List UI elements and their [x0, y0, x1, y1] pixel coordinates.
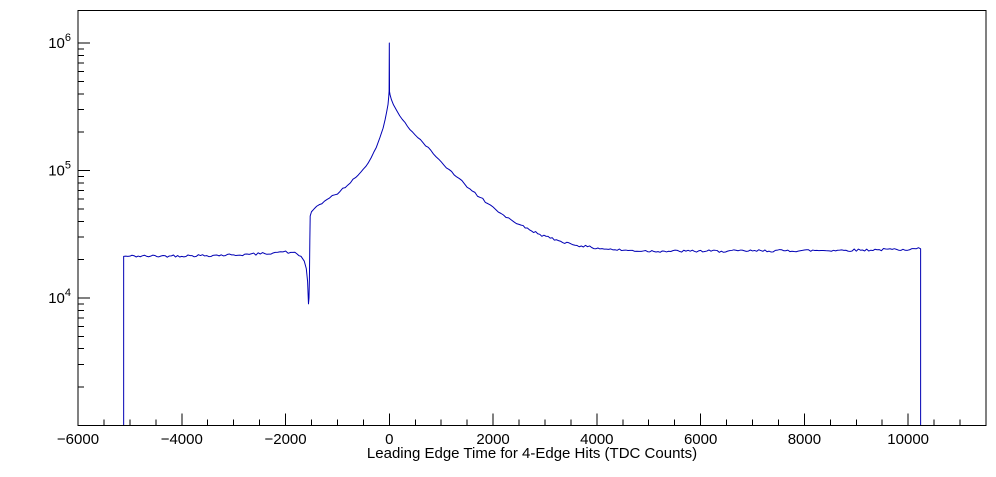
plot-frame: [77, 10, 987, 426]
x-tick-label: 6000: [684, 431, 717, 448]
y-tick-label: 105: [48, 160, 71, 180]
x-tick-label: 2000: [476, 431, 509, 448]
x-tick-label: 4000: [580, 431, 613, 448]
x-axis-labels: −6000 −4000 −2000 0 2000 4000 6000 8000 10000: [57, 431, 929, 448]
y-tick-label: 104: [48, 287, 71, 307]
x-tick-label: −6000: [57, 431, 99, 448]
x-tick-label: −4000: [161, 431, 203, 448]
x-tick-label: 0: [385, 431, 393, 448]
y-axis-labels: 104 105 106: [48, 32, 71, 307]
y-axis-ticks: [78, 42, 90, 388]
x-axis-title: Leading Edge Time for 4-Edge Hits (TDC C…: [367, 445, 697, 462]
x-tick-label: 10000: [887, 431, 929, 448]
x-tick-label: −2000: [264, 431, 306, 448]
x-axis-ticks: [77, 413, 987, 426]
plot-background: [78, 10, 986, 426]
histogram-line: [123, 42, 922, 426]
y-tick-label: 106: [48, 32, 71, 52]
x-tick-label: 8000: [788, 431, 821, 448]
data-series: [123, 42, 922, 426]
